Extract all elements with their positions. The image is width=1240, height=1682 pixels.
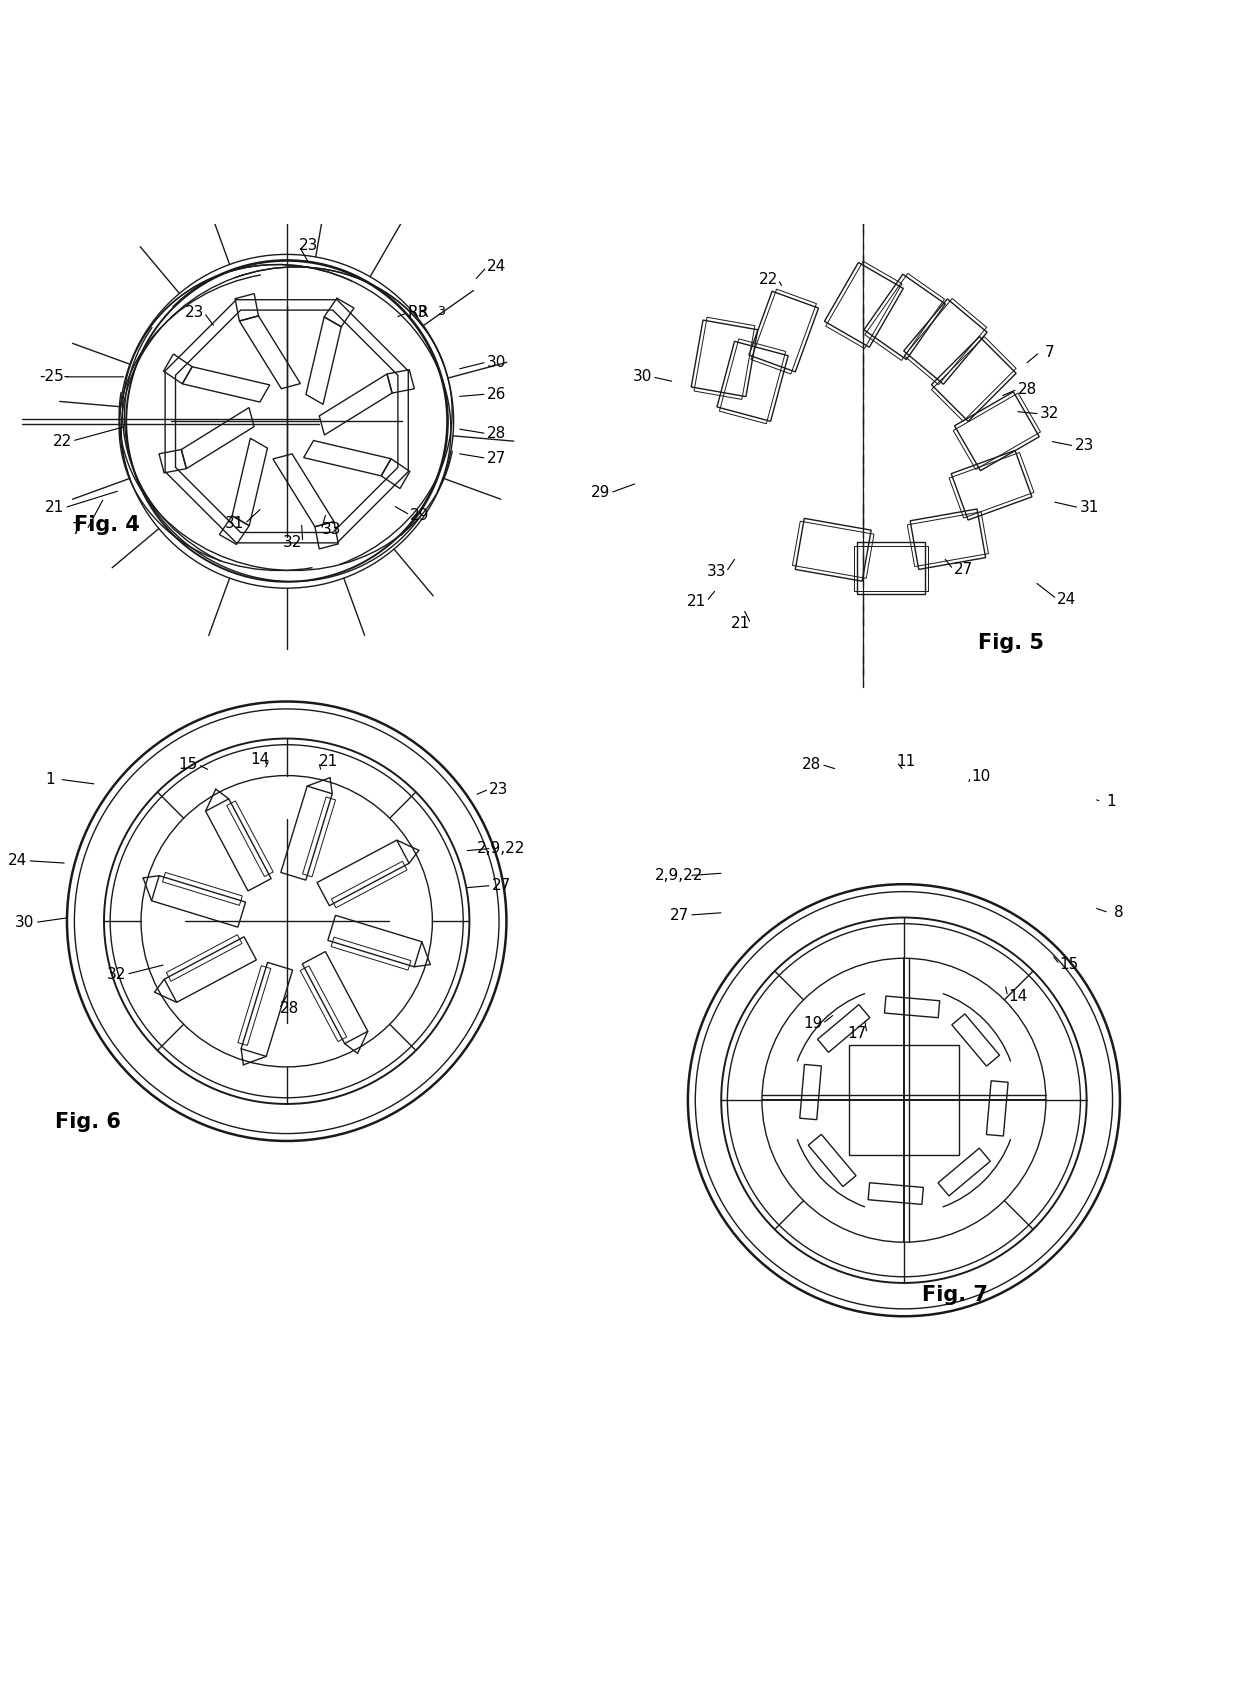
Text: 32: 32 bbox=[107, 967, 126, 982]
Text: 33: 33 bbox=[321, 523, 341, 538]
Text: -25-: -25- bbox=[40, 370, 69, 385]
Text: 15: 15 bbox=[1060, 957, 1079, 972]
Text: 10: 10 bbox=[971, 769, 990, 784]
Text: 33: 33 bbox=[707, 565, 727, 579]
Text: 27: 27 bbox=[492, 878, 511, 893]
Text: 27: 27 bbox=[487, 451, 506, 466]
Text: 8: 8 bbox=[1114, 905, 1123, 920]
Text: 24: 24 bbox=[1058, 592, 1076, 607]
Text: 22: 22 bbox=[759, 272, 777, 288]
Text: Fig. 6: Fig. 6 bbox=[55, 1112, 120, 1132]
Text: 29: 29 bbox=[590, 486, 610, 500]
Text: 1: 1 bbox=[45, 772, 55, 787]
Text: Fig. 5: Fig. 5 bbox=[978, 634, 1044, 654]
Text: 24: 24 bbox=[487, 259, 506, 274]
Text: 15: 15 bbox=[179, 757, 197, 772]
Text: R: R bbox=[418, 304, 428, 320]
Text: 2,9,22: 2,9,22 bbox=[477, 841, 526, 856]
Text: 17: 17 bbox=[847, 1026, 867, 1041]
Text: 23: 23 bbox=[490, 782, 508, 797]
Text: 21: 21 bbox=[45, 500, 64, 515]
Text: 1: 1 bbox=[1106, 794, 1116, 809]
Text: 32: 32 bbox=[283, 535, 303, 550]
Text: 23: 23 bbox=[185, 304, 203, 320]
Text: 21: 21 bbox=[319, 755, 339, 769]
Text: 30: 30 bbox=[15, 915, 35, 930]
Text: 24: 24 bbox=[7, 853, 27, 868]
Text: 28: 28 bbox=[279, 1001, 299, 1016]
Text: 21: 21 bbox=[732, 616, 750, 631]
Text: 2,9,22: 2,9,22 bbox=[655, 868, 703, 883]
Text: 27: 27 bbox=[954, 562, 973, 577]
Text: 28: 28 bbox=[487, 426, 506, 441]
Text: 28: 28 bbox=[1018, 382, 1037, 397]
Text: 27: 27 bbox=[670, 908, 689, 922]
Text: 14: 14 bbox=[250, 752, 269, 767]
Text: 23: 23 bbox=[1075, 439, 1094, 454]
Text: 30: 30 bbox=[487, 355, 506, 370]
Text: 21: 21 bbox=[687, 594, 706, 609]
Text: 19: 19 bbox=[802, 1016, 822, 1031]
Text: 7: 7 bbox=[1045, 345, 1054, 360]
Text: 11: 11 bbox=[897, 755, 916, 769]
Text: 23: 23 bbox=[299, 239, 319, 254]
Text: 3: 3 bbox=[438, 304, 445, 318]
Text: 26: 26 bbox=[487, 387, 506, 402]
Text: 14: 14 bbox=[1008, 989, 1027, 1004]
Text: 29: 29 bbox=[410, 508, 430, 523]
Text: 31: 31 bbox=[1079, 500, 1099, 515]
Text: 31: 31 bbox=[226, 516, 244, 532]
Text: Fig. 7: Fig. 7 bbox=[923, 1285, 988, 1305]
Text: R3: R3 bbox=[408, 304, 428, 320]
Text: Fig. 4: Fig. 4 bbox=[74, 515, 140, 535]
Text: 7: 7 bbox=[72, 523, 82, 538]
Text: 22: 22 bbox=[52, 434, 72, 449]
Text: 28: 28 bbox=[802, 757, 821, 772]
Text: 32: 32 bbox=[1040, 407, 1059, 422]
Text: 30: 30 bbox=[632, 370, 652, 385]
